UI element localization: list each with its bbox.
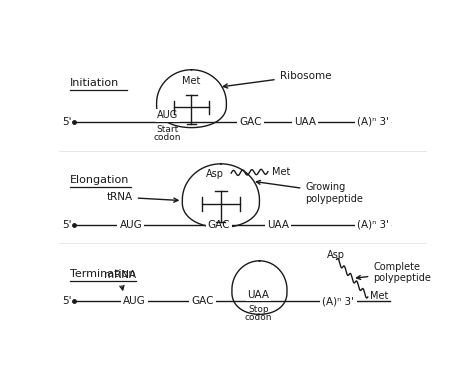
Text: Elongation: Elongation [70, 175, 130, 185]
Text: (A)ⁿ 3': (A)ⁿ 3' [322, 296, 355, 306]
Text: 5': 5' [63, 220, 72, 230]
Text: Met: Met [182, 76, 201, 86]
Text: AUG: AUG [119, 220, 142, 230]
Text: Met: Met [272, 167, 290, 177]
Text: codon: codon [245, 313, 272, 322]
Text: Stop: Stop [248, 305, 269, 314]
Text: Start: Start [156, 125, 179, 134]
Text: Asp: Asp [328, 250, 346, 260]
Text: Ribosome: Ribosome [223, 71, 331, 88]
Text: Termination: Termination [70, 269, 136, 279]
Text: tRNA: tRNA [107, 192, 178, 202]
Text: 5': 5' [63, 296, 72, 306]
Text: UAA: UAA [294, 117, 316, 127]
Text: (A)ⁿ 3': (A)ⁿ 3' [357, 117, 389, 127]
Text: UAA: UAA [247, 290, 269, 300]
Text: UAA: UAA [267, 220, 289, 230]
Text: 5': 5' [63, 117, 72, 127]
Text: Met: Met [370, 291, 388, 300]
Text: GAC: GAC [239, 117, 262, 127]
Text: GAC: GAC [208, 220, 230, 230]
Text: AUG: AUG [123, 296, 146, 306]
Text: Initiation: Initiation [70, 78, 119, 88]
Text: GAC: GAC [191, 296, 214, 306]
Text: AUG: AUG [157, 111, 178, 120]
Text: mRNA: mRNA [104, 270, 136, 290]
Text: Asp: Asp [206, 169, 224, 179]
Text: Complete
polypeptide: Complete polypeptide [356, 262, 431, 283]
Text: Growing
polypeptide: Growing polypeptide [256, 180, 363, 203]
Text: codon: codon [154, 133, 182, 143]
Text: (A)ⁿ 3': (A)ⁿ 3' [357, 220, 389, 230]
